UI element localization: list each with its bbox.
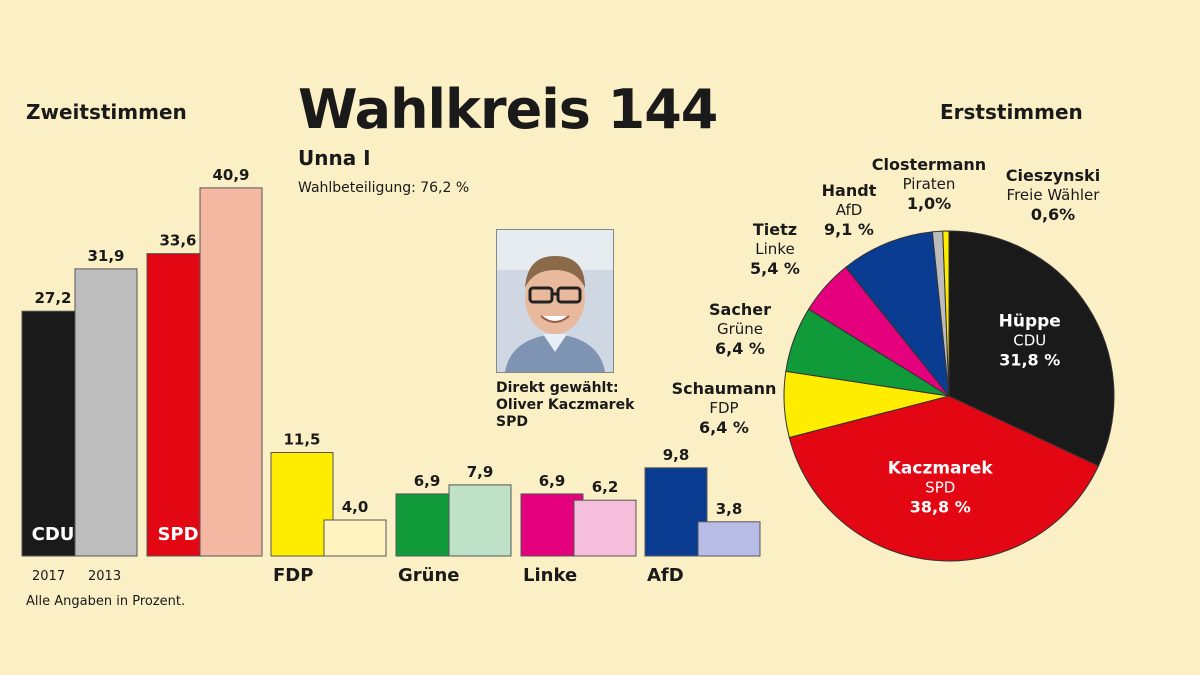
pie-slice-cieszynski: [942, 230, 950, 397]
inbar-label-spd: SPD: [157, 524, 198, 545]
pie-label-party: Piraten: [903, 175, 956, 193]
bar-spd-2017: [146, 253, 210, 557]
category-label-fdp: FDP: [273, 565, 313, 586]
turnout-text: Wahlbeteiligung: 76,2 %: [298, 180, 470, 196]
bar-afd-2017: [644, 467, 708, 557]
pie-label-value: 0,6%: [1031, 205, 1075, 224]
pie-label-name: Schaumann: [672, 379, 777, 398]
bar-group-fdp: 11,5 4,0 FDP: [270, 431, 387, 586]
bar-linke-2013: [573, 499, 637, 557]
pie-label-value: 31,8 %: [999, 351, 1060, 370]
bar-fdp-2013: [323, 519, 387, 557]
bar-afd-2013: [697, 521, 761, 557]
pie-label-value: 38,8 %: [910, 497, 971, 516]
pie-slice-handt: [845, 231, 950, 398]
pie-label-name: Kaczmarek: [888, 458, 994, 478]
inbar-label-cdu: CDU: [32, 524, 75, 545]
value-label-spd-2017: 33,6: [159, 232, 196, 250]
elected-name: Oliver Kaczmarek: [496, 397, 635, 413]
elected-label: Direkt gewählt:: [496, 380, 619, 396]
bar-group-linke: 6,9 6,2 Linke: [520, 472, 637, 586]
pie-label-party: SPD: [925, 478, 955, 496]
erststimmen-heading: Erststimmen: [940, 100, 1083, 124]
pie-label-name: Tietz: [753, 220, 797, 239]
pie-label-value: 9,1 %: [824, 220, 874, 239]
bar-linke-2017: [520, 493, 584, 557]
value-label-gruene-2013: 7,9: [467, 463, 494, 481]
elected-party: SPD: [496, 414, 528, 430]
footnote: Alle Angaben in Prozent.: [26, 594, 186, 609]
pie-slice-kaczmarek: [788, 395, 1100, 562]
value-label-gruene-2017: 6,9: [414, 472, 441, 490]
bar-cdu-2013: [74, 268, 138, 557]
value-label-fdp-2017: 11,5: [283, 431, 320, 449]
bar-group-cdu: 27,2 31,9 CDU: [21, 247, 138, 557]
pie-label-party: Linke: [755, 240, 794, 258]
value-label-fdp-2013: 4,0: [342, 498, 369, 516]
value-label-afd-2013: 3,8: [716, 500, 743, 518]
pie-label-value: 6,4 %: [715, 339, 765, 358]
zweitstimmen-bar-chart: 27,2 31,9 CDU 33,6 40,9 SPD 11,5 4,0 FDP 6,9 7,9 Gr…: [21, 166, 761, 586]
pie-label-party: CDU: [1013, 332, 1046, 350]
value-label-linke-2017: 6,9: [539, 472, 566, 490]
pie-label-party: FDP: [709, 399, 738, 417]
portrait-icon: [497, 230, 613, 372]
value-label-spd-2013: 40,9: [212, 166, 249, 184]
page-title: Wahlkreis 144: [298, 78, 718, 141]
category-label-gruene: Grüne: [398, 565, 460, 586]
district-name: Unna I: [298, 146, 371, 170]
value-label-afd-2017: 9,8: [663, 446, 690, 464]
value-label-linke-2013: 6,2: [592, 478, 619, 496]
pie-slice-hueppe: [948, 230, 1115, 467]
year-label-2013: 2013: [88, 569, 121, 584]
pie-label-name: Handt: [822, 181, 877, 200]
pie-label-name: Clostermann: [872, 155, 986, 174]
elected-caption: Direkt gewählt: Oliver Kaczmarek SPD: [496, 380, 634, 431]
bar-gruene-2017: [395, 493, 459, 557]
candidate-photo: [496, 229, 614, 373]
bar-gruene-2013: [448, 484, 512, 557]
zweitstimmen-heading: Zweitstimmen: [26, 100, 187, 124]
pie-label-name: Cieszynski: [1006, 166, 1100, 185]
bar-spd-2013: [199, 187, 263, 557]
pie-label-name: Hüppe: [999, 312, 1061, 332]
bar-group-gruene: 6,9 7,9 Grüne: [395, 463, 512, 586]
pie-label-name: Sacher: [709, 300, 771, 319]
value-label-cdu-2017: 27,2: [34, 289, 71, 307]
category-label-afd: AfD: [647, 565, 684, 586]
bar-fdp-2017: [270, 452, 334, 557]
value-label-cdu-2013: 31,9: [87, 247, 124, 265]
pie-label-value: 5,4 %: [750, 259, 800, 278]
bar-cdu-2017: [21, 310, 85, 557]
pie-label-value: 1,0%: [907, 194, 951, 213]
category-label-linke: Linke: [523, 565, 577, 586]
year-label-2017: 2017: [32, 569, 65, 584]
bar-group-spd: 33,6 40,9 SPD: [146, 166, 263, 557]
bar-group-afd: 9,8 3,8 AfD: [644, 446, 761, 586]
pie-label-party: Grüne: [717, 320, 763, 338]
pie-label-party: Freie Wähler: [1007, 186, 1101, 204]
pie-label-party: AfD: [836, 201, 863, 219]
pie-label-value: 6,4 %: [699, 418, 749, 437]
